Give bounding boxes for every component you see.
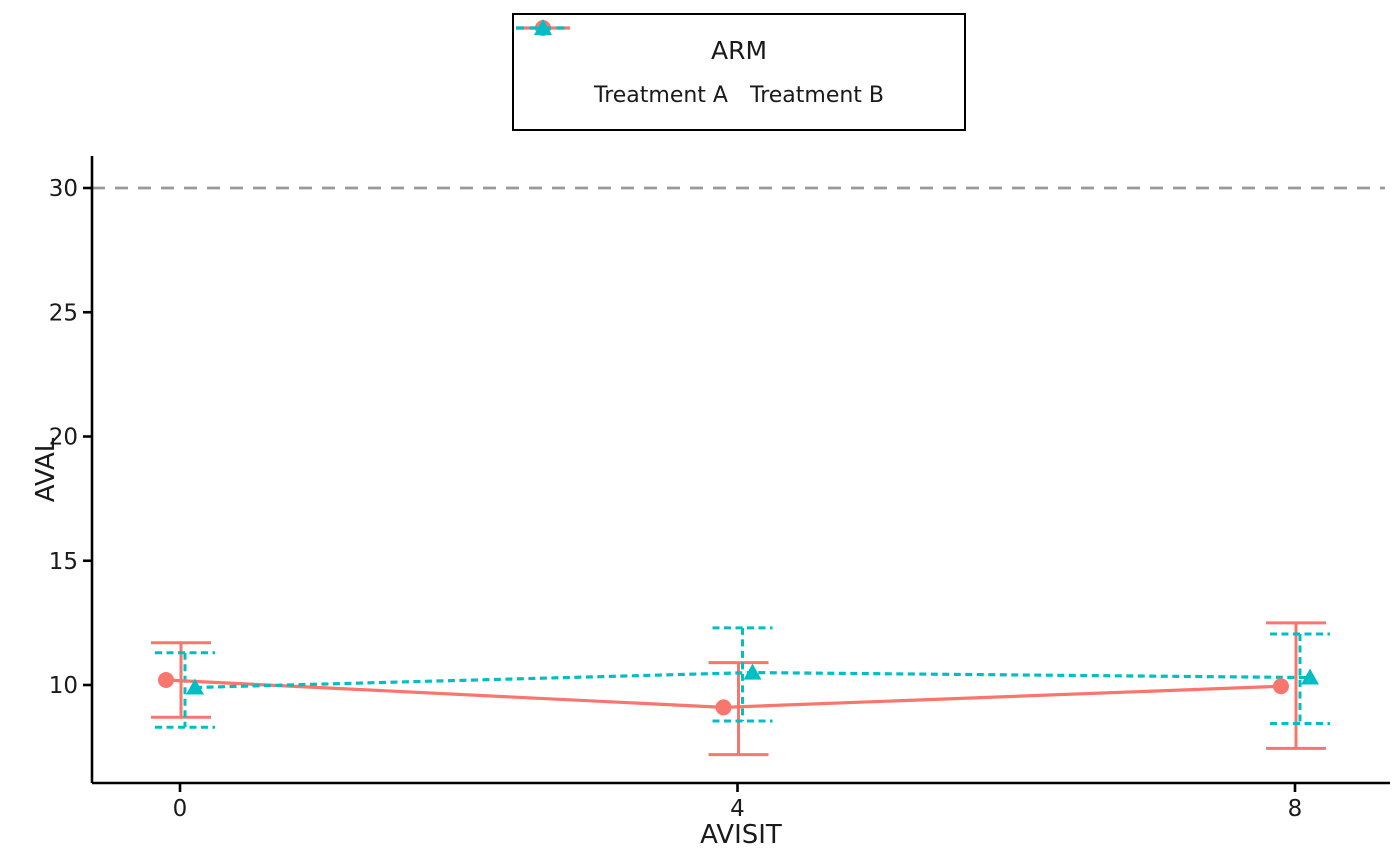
y-tick-label: 15 <box>49 549 78 575</box>
y-axis-title: AVAL <box>31 437 61 503</box>
point-treatment-a <box>715 699 732 716</box>
legend-entries: Treatment A Treatment B <box>516 19 885 108</box>
point-treatment-a <box>158 672 174 689</box>
y-tick-label: 10 <box>49 673 78 699</box>
point-treatment-b <box>1301 668 1319 685</box>
point-treatment-b <box>186 678 204 695</box>
x-axis-title: AVISIT <box>700 820 782 850</box>
legend-entry-treatment-b: Treatment B <box>516 19 885 108</box>
legend-entry-label: Treatment A <box>593 82 728 108</box>
legend-title: ARM <box>710 36 768 66</box>
y-tick-label: 30 <box>49 176 78 202</box>
point-treatment-a <box>1273 678 1289 695</box>
legend: ARM Treatment A Treatment B <box>512 13 966 131</box>
x-tick-label: 8 <box>1288 796 1303 822</box>
legend-entry-treatment-a: Treatment A <box>516 20 728 108</box>
legend-entry-label: Treatment B <box>749 82 885 108</box>
x-tick-label: 0 <box>173 796 188 822</box>
y-tick-label: 20 <box>49 425 78 451</box>
x-tick-label: 4 <box>730 796 745 822</box>
y-tick-label: 25 <box>49 300 78 326</box>
point-treatment-b <box>743 663 762 680</box>
legend-key-triangle-icon <box>516 19 570 35</box>
